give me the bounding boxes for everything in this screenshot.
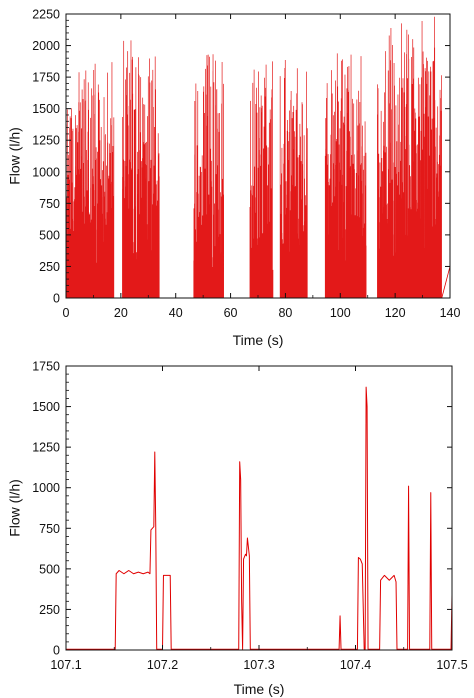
y-tick-label: 500 (39, 562, 60, 576)
y-tick-label: 250 (39, 603, 60, 617)
y-tick-label: 1750 (32, 360, 60, 374)
series-group (66, 16, 450, 298)
y-tick-label: 750 (39, 522, 60, 536)
y-tick-label: 250 (39, 260, 60, 274)
series-burst (122, 40, 160, 298)
series-burst (193, 54, 224, 298)
series-line (66, 386, 452, 650)
x-tick-label: 40 (169, 306, 183, 320)
x-tick-label: 107.5 (436, 658, 467, 672)
x-axis: 0 20 40 60 80 100 120 140 (63, 14, 461, 320)
series-burst (66, 62, 115, 298)
y-tick-label: 1500 (32, 400, 60, 414)
y-tick-label: 0 (53, 644, 60, 658)
series-tail (441, 266, 450, 298)
x-tick-label: 107.4 (340, 658, 371, 672)
y-axis: 0 250 500 750 1000 1250 1500 1750 (32, 360, 452, 658)
y-tick-label: 1000 (32, 165, 60, 179)
y-tick-label: 1500 (32, 102, 60, 116)
x-tick-label: 107.3 (243, 658, 274, 672)
series-burst (324, 53, 367, 298)
x-tick-label: 80 (278, 306, 292, 320)
series-burst (377, 16, 442, 298)
series-burst (279, 60, 308, 298)
plot-frame (65, 365, 453, 651)
x-tick-label: 120 (385, 306, 406, 320)
x-tick-label: 100 (330, 306, 351, 320)
y-tick-label: 500 (39, 228, 60, 242)
x-axis: 107.1 107.2 107.3 107.4 107.5 (50, 366, 468, 672)
y-axis-label: Flow (l/h) (7, 127, 23, 185)
y-axis: 0 250 500 750 1000 1250 1500 1750 2000 2250 (32, 8, 450, 306)
y-tick-label: 0 (53, 292, 60, 306)
y-tick-label: 750 (39, 197, 60, 211)
x-tick-label: 20 (114, 306, 128, 320)
x-axis-label: Time (s) (233, 332, 284, 348)
x-tick-label: 107.1 (50, 658, 81, 672)
series-group (66, 386, 452, 650)
y-axis-label: Flow (l/h) (7, 479, 23, 537)
chart-panel-top: 0 250 500 750 1000 1250 1500 1750 2000 2250 0 20 40… (7, 8, 461, 349)
y-tick-label: 2000 (32, 39, 60, 53)
x-tick-label: 107.2 (147, 658, 178, 672)
y-tick-label: 1250 (32, 134, 60, 148)
x-tick-label: 140 (440, 306, 461, 320)
y-tick-label: 1250 (32, 441, 60, 455)
series-burst (249, 61, 274, 298)
x-tick-label: 60 (224, 306, 238, 320)
y-tick-label: 1750 (32, 71, 60, 85)
x-tick-label: 0 (63, 306, 70, 320)
y-tick-label: 2250 (32, 8, 60, 22)
y-tick-label: 1000 (32, 481, 60, 495)
x-axis-label: Time (s) (234, 681, 285, 697)
